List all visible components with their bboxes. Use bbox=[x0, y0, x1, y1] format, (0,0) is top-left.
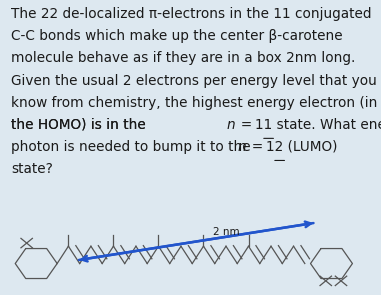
Text: = 11 state. What energy: = 11 state. What energy bbox=[238, 118, 381, 132]
Text: n: n bbox=[227, 118, 235, 132]
Text: n: n bbox=[238, 140, 247, 154]
Text: C-C bonds which make up the center β-carotene: C-C bonds which make up the center β-car… bbox=[11, 29, 343, 43]
Text: 2 nm: 2 nm bbox=[213, 227, 240, 237]
Text: molecule behave as if they are in a box 2nm long.: molecule behave as if they are in a box … bbox=[11, 51, 356, 65]
Text: know from chemistry, the highest energy electron (in: know from chemistry, the highest energy … bbox=[11, 96, 378, 110]
Text: photon is needed to bump it to the: photon is needed to bump it to the bbox=[11, 140, 255, 154]
Text: state?: state? bbox=[11, 162, 53, 176]
Text: The 22 de-localized π-electrons in the 11 conjugated: The 22 de-localized π-electrons in the 1… bbox=[11, 7, 372, 21]
Text: the HOMO) is in the: the HOMO) is in the bbox=[11, 118, 150, 132]
Text: Given the usual 2 electrons per energy level that you: Given the usual 2 electrons per energy l… bbox=[11, 73, 377, 88]
Text: the HOMO) is in the: the HOMO) is in the bbox=[11, 118, 150, 132]
Text: = 12 (LUMO): = 12 (LUMO) bbox=[249, 140, 338, 154]
Text: the HOMO) is in the: the HOMO) is in the bbox=[11, 118, 150, 132]
